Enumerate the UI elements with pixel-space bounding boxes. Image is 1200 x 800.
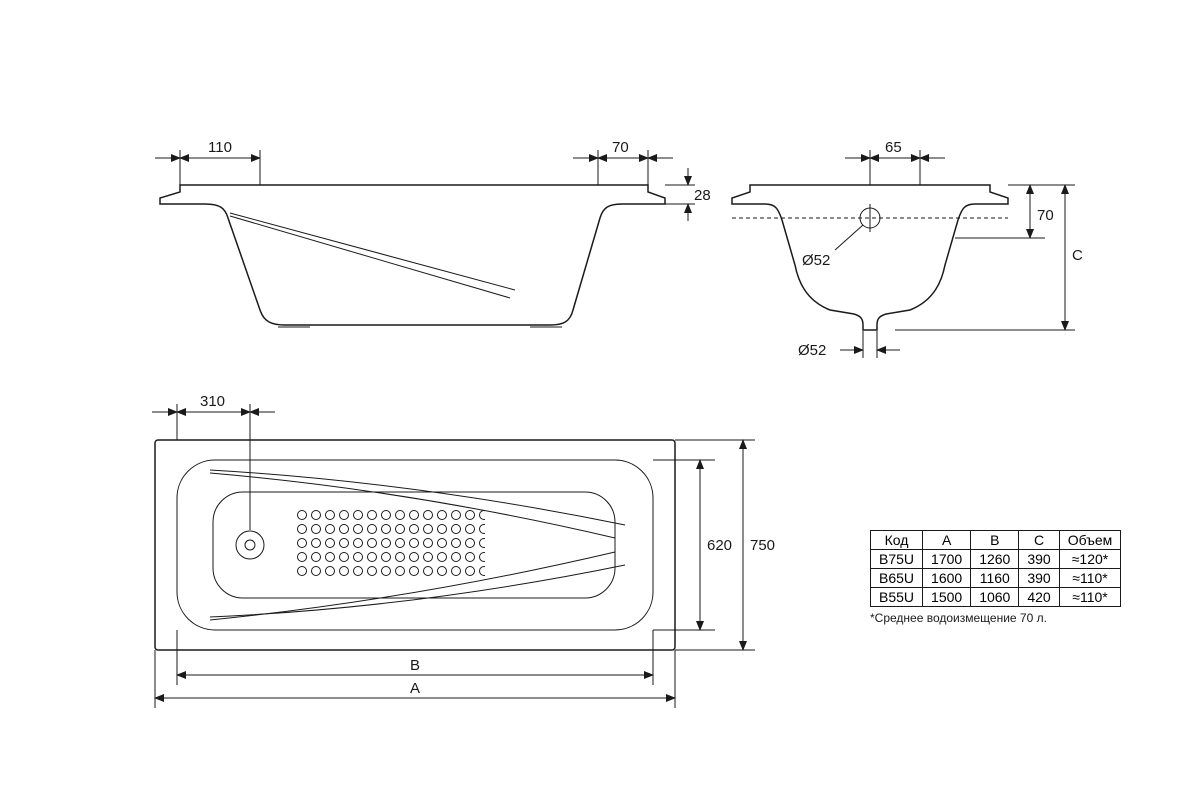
col-header: C <box>1019 531 1059 550</box>
spec-table-container: КодABCОбъем B75U17001260390≈120*B65U1600… <box>870 530 1121 625</box>
table-row: B55U15001060420≈110* <box>871 588 1121 607</box>
cell: 420 <box>1019 588 1059 607</box>
col-header: Объем <box>1059 531 1121 550</box>
table-row: B65U16001160390≈110* <box>871 569 1121 588</box>
dim-phi52a: Ø52 <box>802 252 830 269</box>
dim-phi52b: Ø52 <box>798 342 826 359</box>
col-header: A <box>923 531 971 550</box>
dim-310: 310 <box>200 393 225 410</box>
cell: B65U <box>871 569 923 588</box>
cell: 1500 <box>923 588 971 607</box>
dim-28: 28 <box>694 187 711 204</box>
plan-view: 310 620 750 B A <box>152 393 775 708</box>
cell: 1060 <box>971 588 1019 607</box>
spec-table: КодABCОбъем B75U17001260390≈120*B65U1600… <box>870 530 1121 607</box>
cell: ≈110* <box>1059 569 1121 588</box>
cell: 1260 <box>971 550 1019 569</box>
dim-70: 70 <box>612 139 629 156</box>
cell: 1700 <box>923 550 971 569</box>
dim-C: C <box>1072 247 1083 264</box>
dim-65: 65 <box>885 139 902 156</box>
footnote: *Среднее водоизмещение 70 л. <box>870 611 1121 625</box>
dim-620: 620 <box>707 537 732 554</box>
end-elevation: 65 70 C Ø52 Ø52 <box>732 139 1083 359</box>
cell: ≈120* <box>1059 550 1121 569</box>
side-elevation: 110 70 28 <box>155 139 711 327</box>
col-header: B <box>971 531 1019 550</box>
col-header: Код <box>871 531 923 550</box>
cell: B75U <box>871 550 923 569</box>
cell: 1160 <box>971 569 1019 588</box>
dim-750: 750 <box>750 537 775 554</box>
cell: ≈110* <box>1059 588 1121 607</box>
cell: 390 <box>1019 550 1059 569</box>
dim-A: A <box>410 680 420 697</box>
dim-110: 110 <box>208 139 232 156</box>
cell: 390 <box>1019 569 1059 588</box>
cell: 1600 <box>923 569 971 588</box>
dim-B: B <box>410 657 420 674</box>
cell: B55U <box>871 588 923 607</box>
table-row: B75U17001260390≈120* <box>871 550 1121 569</box>
dim-70b: 70 <box>1037 207 1054 224</box>
